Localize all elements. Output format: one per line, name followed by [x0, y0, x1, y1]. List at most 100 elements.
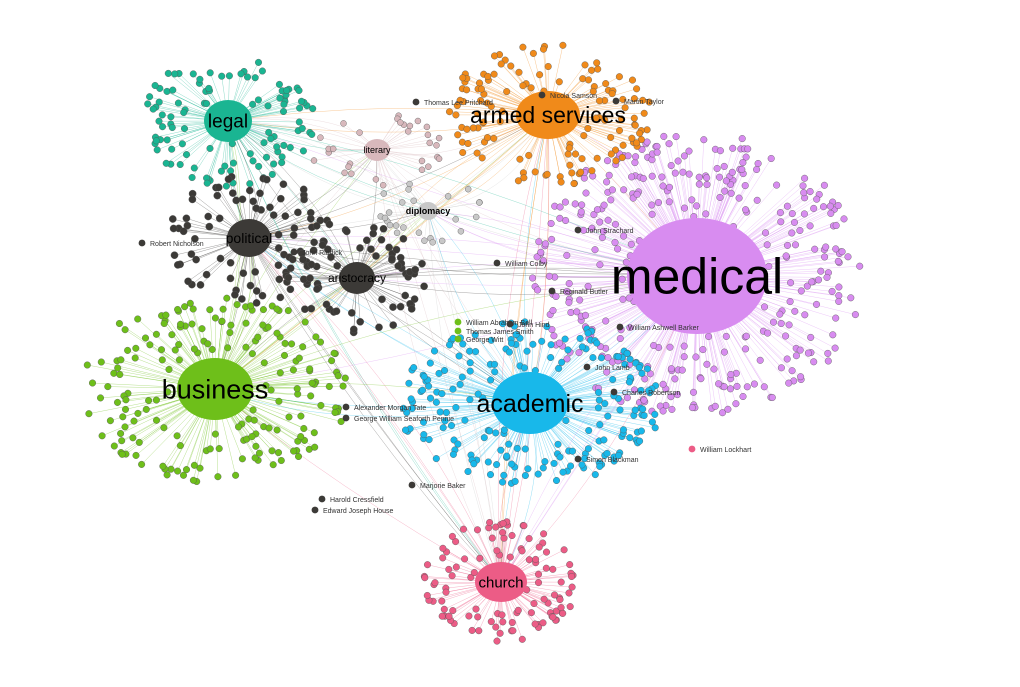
medical-member-node	[648, 210, 656, 218]
business-member-node	[341, 374, 349, 382]
church-member-node	[557, 578, 565, 586]
academic-member-node	[399, 404, 407, 412]
hub-node	[204, 100, 252, 142]
armed_services-member-node	[619, 141, 627, 149]
medical-member-node	[596, 261, 604, 269]
aristocracy-member-node	[349, 325, 358, 334]
academic-member-node	[609, 376, 617, 384]
medical-member-node	[600, 201, 608, 209]
business-member-node	[277, 457, 285, 465]
legal-member-node	[254, 96, 262, 104]
medical-member-node	[787, 279, 795, 287]
medical-member-node	[823, 273, 831, 281]
aristocracy-member-node	[299, 255, 307, 264]
legal-member-node	[280, 141, 288, 149]
medical-member-node	[792, 241, 800, 249]
medical-member-node	[767, 154, 775, 162]
diplomacy-member-node	[415, 229, 423, 236]
medical-member-node	[659, 380, 667, 388]
legal-member-node	[189, 70, 197, 78]
business-member-node	[98, 432, 106, 440]
armed_services-member-node	[630, 95, 638, 103]
medical-member-node	[828, 287, 836, 295]
aristocracy-member-node	[399, 234, 408, 243]
church-member-node	[559, 609, 567, 617]
academic-member-node	[419, 386, 427, 394]
business-member-node	[138, 460, 146, 468]
armed_services-member-node	[640, 109, 648, 117]
academic-member-node	[464, 468, 472, 476]
church-member-node	[508, 619, 516, 627]
business-member-node	[289, 366, 297, 374]
political-member-node	[231, 290, 239, 299]
armed_services-member-node	[480, 118, 488, 126]
legal-member-node	[168, 123, 176, 131]
person-node	[610, 388, 618, 396]
legal-member-node	[162, 159, 170, 167]
armed_services-member-node	[463, 86, 471, 94]
academic-member-node	[538, 337, 546, 345]
legal-member-node	[176, 160, 184, 168]
academic-member-node	[598, 354, 606, 362]
medical-member-node	[820, 181, 828, 189]
church-member-node	[440, 605, 448, 613]
medical-member-node	[573, 308, 581, 316]
cross-cluster-edge	[248, 237, 502, 583]
medical-member-node	[552, 293, 560, 301]
political-member-node	[281, 212, 290, 220]
medical-member-node	[681, 204, 689, 212]
political-member-node	[299, 185, 308, 194]
medical-member-node	[735, 194, 743, 202]
medical-member-node	[754, 159, 762, 167]
medical-member-node	[616, 335, 624, 343]
medical-member-node	[713, 164, 721, 172]
medical-member-node	[578, 201, 586, 209]
academic-member-node	[508, 460, 516, 468]
medical-member-node	[703, 174, 711, 182]
academic-member-node	[431, 347, 439, 355]
academic-member-node	[420, 418, 428, 426]
business-member-node	[198, 325, 206, 333]
legal-member-node	[229, 159, 237, 167]
business-member-node	[281, 351, 289, 359]
academic-member-node	[645, 387, 653, 395]
hub-armed-services: armed services	[470, 91, 626, 139]
medical-member-node	[541, 240, 549, 248]
medical-member-node	[784, 241, 792, 249]
academic-member-node	[550, 459, 558, 467]
armed_services-member-node	[618, 153, 626, 161]
armed_services-member-node	[630, 114, 638, 122]
business-member-node	[208, 346, 216, 354]
person-label: John Hind	[518, 322, 550, 329]
business-member-node	[175, 341, 183, 349]
business-member-node	[232, 471, 240, 479]
church-member-node	[535, 579, 543, 587]
armed_services-member-node	[584, 124, 592, 132]
medical-member-node	[716, 147, 724, 155]
political-member-node	[252, 204, 261, 213]
political-member-node	[294, 208, 302, 217]
legal-member-node	[296, 104, 304, 112]
medical-member-node	[679, 168, 687, 176]
medical-member-node	[792, 352, 800, 360]
literary-member-node	[372, 176, 380, 183]
medical-member-node	[639, 174, 647, 182]
cross-cluster-edge	[248, 210, 429, 239]
medical-member-node	[688, 196, 696, 204]
medical-member-node	[547, 219, 555, 227]
legal-member-node	[163, 136, 171, 144]
aristocracy-member-node	[420, 282, 428, 291]
academic-member-node	[614, 353, 622, 361]
business-member-node	[134, 409, 142, 417]
academic-member-node	[454, 440, 462, 448]
business-member-node	[129, 434, 137, 442]
legal-member-node	[217, 167, 225, 175]
medical-member-node	[770, 318, 778, 326]
person-node	[138, 239, 146, 247]
medical-member-node	[716, 173, 724, 181]
aristocracy-member-node	[333, 261, 342, 270]
aristocracy-member-node	[407, 305, 416, 313]
church-member-node	[493, 547, 501, 555]
cross-cluster-edge	[248, 237, 531, 404]
person-label: Martin Taylor	[624, 99, 665, 106]
